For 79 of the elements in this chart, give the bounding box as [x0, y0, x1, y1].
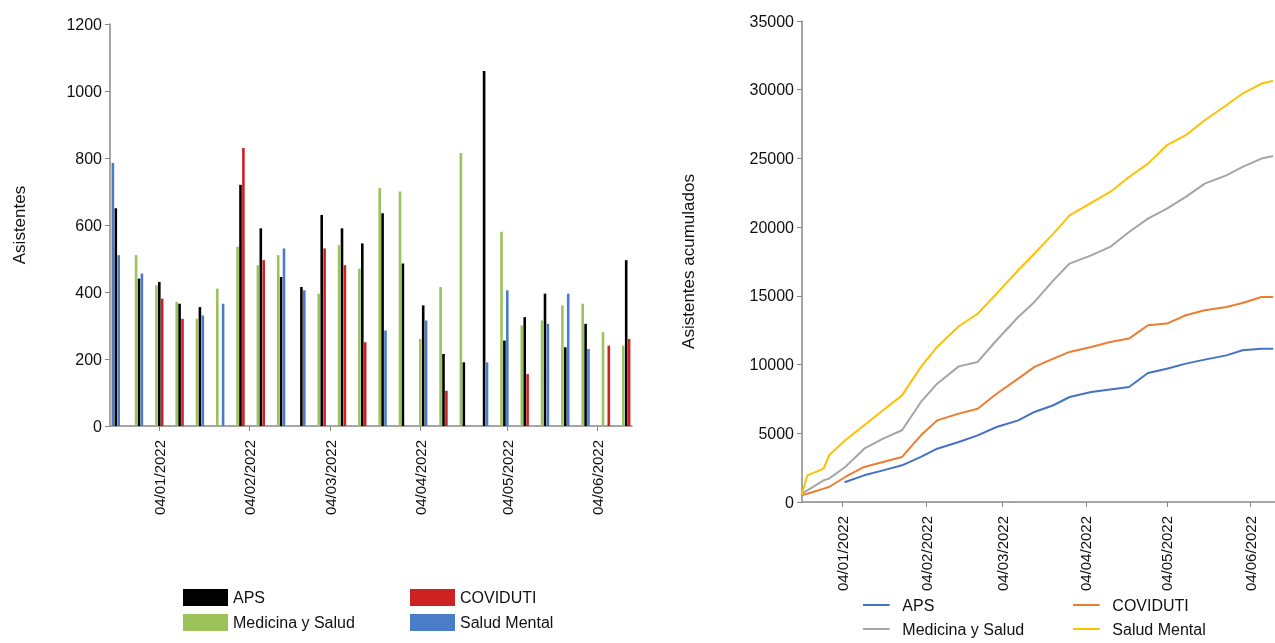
bar	[320, 214, 323, 426]
y-tick-label: 200	[75, 350, 103, 368]
x-tick-label: 04/03/2022	[321, 440, 339, 516]
bar	[363, 342, 367, 426]
y-axis-title: Asistentes	[10, 185, 29, 265]
bar	[622, 345, 625, 426]
bar	[523, 317, 526, 426]
bar	[587, 348, 590, 426]
line-series	[801, 155, 1274, 495]
bar	[262, 260, 265, 426]
x-tick-label: 04/06/2022	[1242, 516, 1260, 592]
y-tick-label: 35000	[749, 12, 795, 30]
x-tick-label: 04/02/2022	[917, 516, 935, 592]
y-tick-label: 600	[75, 216, 103, 234]
bar	[526, 374, 529, 426]
bar	[561, 305, 564, 426]
bar	[239, 184, 242, 426]
bar	[181, 318, 184, 426]
bar	[419, 338, 422, 426]
bar	[566, 293, 570, 426]
bar	[384, 330, 387, 426]
y-tick-label: 5000	[758, 424, 795, 442]
x-tick-label: 04/01/2022	[150, 440, 168, 516]
y-tick-label: 1000	[66, 82, 103, 100]
bar	[439, 286, 442, 426]
line-series	[844, 347, 1274, 483]
bar	[242, 147, 245, 426]
y-tick-label: 20000	[749, 218, 795, 236]
legend-label: COVIDUTI	[1112, 596, 1189, 614]
x-tick-label: 04/01/2022	[834, 516, 852, 592]
legend-label: APS	[233, 589, 266, 606]
legend-label: Medicina y Salud	[233, 614, 355, 631]
legend-label: Medicina y Salud	[902, 620, 1025, 638]
bar	[378, 188, 381, 426]
bar	[624, 260, 628, 426]
y-tick-label: 25000	[749, 149, 795, 167]
x-tick-label: 04/05/2022	[1158, 516, 1176, 592]
legend-label: APS	[902, 596, 935, 614]
bar	[361, 243, 364, 426]
bar	[564, 347, 567, 426]
line-series	[801, 295, 1274, 497]
y-tick-label: 15000	[749, 287, 795, 305]
bar	[503, 340, 506, 426]
bar	[584, 323, 587, 426]
x-tick-label: 04/02/2022	[240, 440, 258, 516]
bar	[421, 305, 425, 426]
bar	[155, 285, 158, 426]
x-tick-label: 04/03/2022	[993, 516, 1011, 592]
x-tick-label: 04/04/2022	[1077, 516, 1095, 592]
bar	[323, 248, 326, 426]
x-tick-label: 04/06/2022	[588, 440, 606, 516]
bar	[581, 303, 584, 426]
bar	[445, 390, 448, 426]
bar	[300, 286, 303, 426]
bar	[117, 255, 120, 426]
x-tick-label: 04/04/2022	[411, 440, 429, 516]
x-tick-label: 04/05/2022	[498, 440, 516, 516]
bar	[506, 290, 509, 426]
y-tick-label: 800	[75, 149, 103, 167]
y-tick-label: 400	[75, 283, 103, 301]
bar	[216, 288, 219, 426]
y-tick-label: 0	[785, 493, 795, 511]
bar	[160, 298, 164, 426]
bar	[158, 281, 161, 426]
legend-label: COVIDUTI	[460, 589, 537, 606]
bar	[276, 255, 280, 426]
bar	[442, 353, 445, 426]
y-tick-label: 10000	[749, 356, 795, 374]
legend-label: Salud Mental	[460, 614, 554, 631]
y-tick-label: 1200	[66, 15, 103, 33]
legend-label: Salud Mental	[1112, 620, 1206, 638]
bar	[500, 231, 503, 426]
bar	[236, 246, 239, 426]
y-tick-label: 30000	[749, 81, 795, 99]
y-axis-title: Asistentes acumulados	[679, 174, 698, 349]
y-tick-label: 0	[93, 417, 103, 435]
bar	[358, 268, 361, 426]
line-series	[801, 79, 1274, 495]
bar	[381, 213, 384, 426]
